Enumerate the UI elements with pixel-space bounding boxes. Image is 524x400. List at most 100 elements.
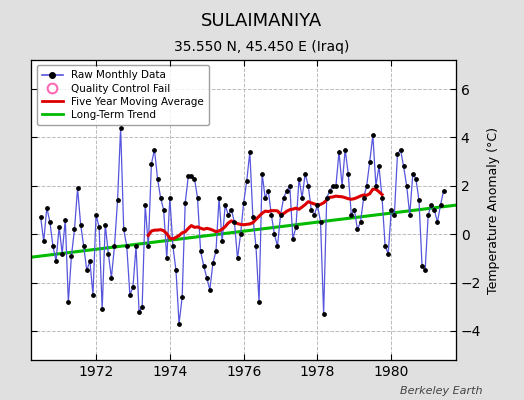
Point xyxy=(292,224,300,230)
Text: Berkeley Earth: Berkeley Earth xyxy=(400,386,482,396)
Point xyxy=(363,183,371,189)
Point xyxy=(350,207,358,213)
Point xyxy=(129,284,137,291)
Point xyxy=(157,195,165,201)
Point xyxy=(119,226,128,232)
Point xyxy=(37,214,45,220)
Point xyxy=(67,253,75,259)
Point xyxy=(270,231,279,237)
Text: 35.550 N, 45.450 E (Iraq): 35.550 N, 45.450 E (Iraq) xyxy=(174,40,350,54)
Point xyxy=(409,170,417,177)
Point xyxy=(58,250,67,257)
Point xyxy=(304,183,312,189)
Point xyxy=(322,195,331,201)
Point xyxy=(246,149,254,155)
Point xyxy=(98,306,106,312)
Point xyxy=(335,149,343,155)
Point xyxy=(77,221,85,228)
Text: SULAIMANIYA: SULAIMANIYA xyxy=(201,12,323,30)
Point xyxy=(393,151,401,158)
Point xyxy=(154,175,162,182)
Point xyxy=(258,170,266,177)
Point xyxy=(421,267,429,274)
Point xyxy=(344,170,353,177)
Point xyxy=(123,243,131,250)
Point xyxy=(55,224,63,230)
Point xyxy=(144,243,152,250)
Point xyxy=(46,219,54,225)
Point xyxy=(135,308,143,315)
Point xyxy=(384,250,392,257)
Point xyxy=(178,294,187,300)
Point xyxy=(436,202,445,208)
Point xyxy=(209,260,217,266)
Point xyxy=(203,274,211,281)
Point xyxy=(236,231,245,237)
Point xyxy=(310,212,319,218)
Point xyxy=(366,158,374,165)
Point xyxy=(301,170,309,177)
Point xyxy=(230,219,238,225)
Point xyxy=(255,299,263,305)
Point xyxy=(356,219,365,225)
Point xyxy=(396,146,405,153)
Point xyxy=(372,183,380,189)
Point xyxy=(110,243,118,250)
Point xyxy=(406,212,414,218)
Point xyxy=(162,255,171,262)
Point xyxy=(70,226,79,232)
Point xyxy=(418,262,426,269)
Y-axis label: Temperature Anomaly (°C): Temperature Anomaly (°C) xyxy=(487,126,500,294)
Point xyxy=(252,243,260,250)
Point xyxy=(440,188,448,194)
Point xyxy=(190,175,199,182)
Point xyxy=(61,216,70,223)
Point xyxy=(375,163,383,170)
Point xyxy=(387,207,396,213)
Point xyxy=(187,173,195,179)
Point xyxy=(239,200,248,206)
Point xyxy=(282,188,291,194)
Point xyxy=(412,175,420,182)
Point xyxy=(39,238,48,245)
Point xyxy=(415,197,423,204)
Point xyxy=(286,183,294,189)
Point xyxy=(359,195,368,201)
Point xyxy=(92,212,100,218)
Point xyxy=(325,188,334,194)
Point xyxy=(381,243,389,250)
Point xyxy=(264,188,272,194)
Point xyxy=(276,212,285,218)
Point xyxy=(166,195,174,201)
Point xyxy=(95,224,103,230)
Point xyxy=(224,212,233,218)
Point xyxy=(369,132,377,138)
Point xyxy=(49,243,57,250)
Point xyxy=(101,221,110,228)
Point xyxy=(279,195,288,201)
Point xyxy=(141,202,149,208)
Point xyxy=(86,258,94,264)
Point xyxy=(316,219,325,225)
Point xyxy=(150,146,159,153)
Point xyxy=(221,202,230,208)
Point xyxy=(402,183,411,189)
Point xyxy=(212,248,220,254)
Point xyxy=(243,178,251,184)
Point xyxy=(147,161,156,167)
Point xyxy=(205,287,214,293)
Point xyxy=(427,202,435,208)
Point xyxy=(126,292,134,298)
Point xyxy=(274,243,282,250)
Point xyxy=(172,267,180,274)
Point xyxy=(353,226,362,232)
Point xyxy=(89,292,97,298)
Point xyxy=(64,299,72,305)
Point xyxy=(175,320,183,327)
Point xyxy=(313,202,322,208)
Point xyxy=(267,212,276,218)
Point xyxy=(83,267,91,274)
Point xyxy=(433,219,442,225)
Point xyxy=(42,204,51,211)
Point xyxy=(307,207,315,213)
